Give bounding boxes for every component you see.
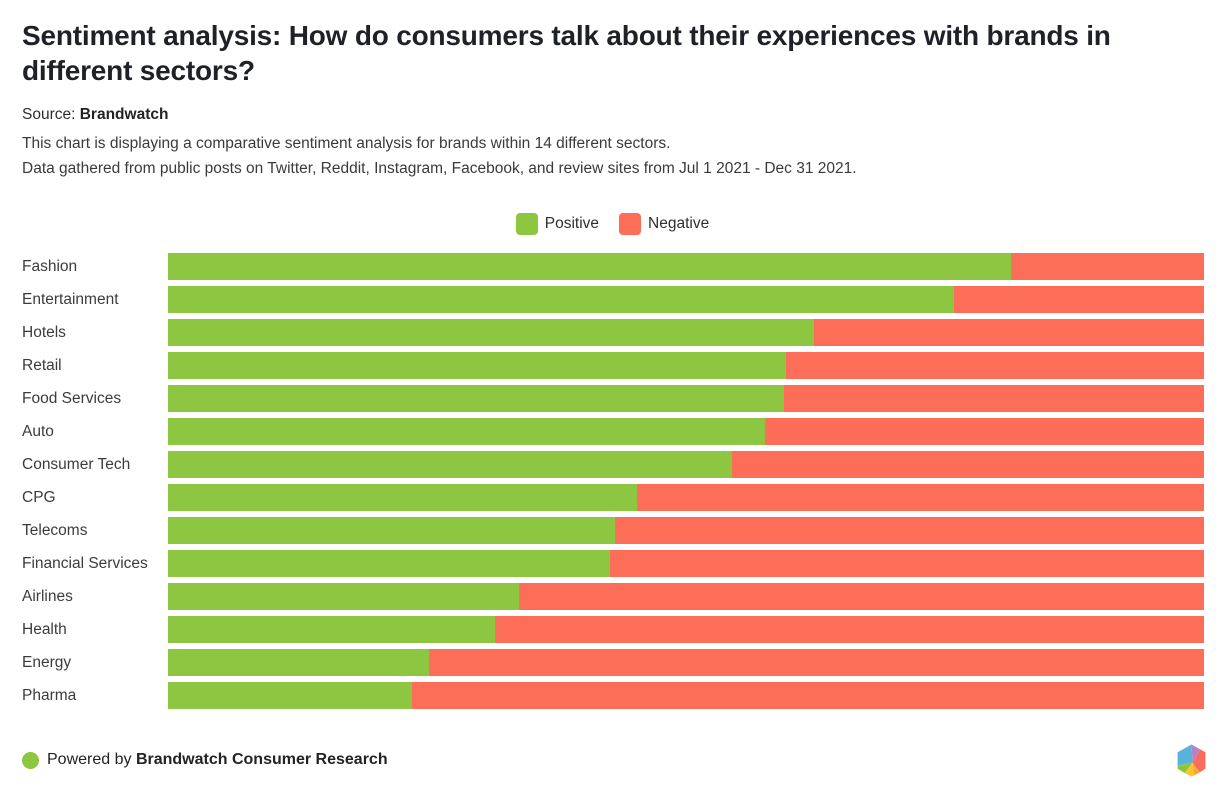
negative-bar-segment[interactable] (1011, 253, 1204, 280)
chart-row: Consumer Tech (0, 451, 1225, 478)
chart-row: Food Services (0, 385, 1225, 412)
stacked-bar (168, 352, 1204, 379)
stacked-bar (168, 451, 1204, 478)
stacked-bar (168, 319, 1204, 346)
negative-bar-segment[interactable] (637, 484, 1204, 511)
negative-bar-segment[interactable] (954, 286, 1204, 313)
row-label: Auto (22, 423, 54, 440)
positive-bar-segment[interactable] (168, 352, 787, 379)
stacked-bar (168, 616, 1204, 643)
negative-bar-segment[interactable] (764, 418, 1204, 445)
positive-bar-segment[interactable] (168, 319, 815, 346)
row-label: CPG (22, 489, 56, 506)
negative-bar-segment[interactable] (614, 517, 1204, 544)
stacked-bar (168, 484, 1204, 511)
positive-bar-segment[interactable] (168, 484, 638, 511)
stacked-bar (168, 550, 1204, 577)
chart-row: CPG (0, 484, 1225, 511)
powered-by-name: Brandwatch Consumer Research (135, 751, 388, 768)
row-label: Food Services (22, 390, 122, 407)
legend-swatch-icon (515, 213, 538, 235)
positive-bar-segment[interactable] (168, 550, 611, 577)
legend: Positive Negative (0, 213, 1225, 235)
positive-bar-segment[interactable] (168, 682, 413, 709)
chart-row: Pharma (0, 682, 1225, 709)
row-label: Entertainment (22, 291, 119, 308)
positive-bar-segment[interactable] (168, 517, 615, 544)
chart-row: Energy (0, 649, 1225, 676)
chart-row: Auto (0, 418, 1225, 445)
negative-bar-segment[interactable] (786, 352, 1204, 379)
row-label: Consumer Tech (22, 456, 131, 473)
row-label: Health (22, 621, 67, 638)
positive-bar-segment[interactable] (168, 649, 430, 676)
brandwatch-logo-icon (1177, 744, 1206, 777)
row-label: Telecoms (22, 522, 88, 539)
chart-row: Financial Services (0, 550, 1225, 577)
chart-rows: Fashion Entertainment Hotels Retail Food Ser… (0, 253, 1225, 709)
stacked-bar (168, 418, 1204, 445)
negative-bar-segment[interactable] (412, 682, 1204, 709)
description-line-1: This chart is displaying a comparative s… (22, 135, 671, 152)
stacked-bar (168, 385, 1204, 412)
chart-row: Health (0, 616, 1225, 643)
powered-by-dot-icon (22, 751, 39, 769)
row-label: Pharma (22, 687, 77, 704)
positive-bar-segment[interactable] (168, 583, 520, 610)
positive-bar-segment[interactable] (168, 418, 765, 445)
chart-row: Airlines (0, 583, 1225, 610)
powered-by-prefix: Powered by (47, 751, 132, 768)
page-title: Sentiment analysis: How do consumers tal… (22, 20, 1111, 86)
powered-by-text: Powered by Brandwatch Consumer Research (47, 751, 388, 769)
negative-bar-segment[interactable] (519, 583, 1204, 610)
positive-bar-segment[interactable] (168, 616, 496, 643)
stacked-bar (168, 517, 1204, 544)
row-label: Airlines (22, 588, 73, 605)
description-line-2: Data gathered from public posts on Twitt… (22, 160, 857, 177)
positive-bar-segment[interactable] (168, 451, 732, 478)
chart-row: Hotels (0, 319, 1225, 346)
powered-by-footer: Powered by Brandwatch Consumer Research (22, 751, 388, 769)
row-label: Fashion (22, 258, 78, 275)
chart-row: Fashion (0, 253, 1225, 280)
negative-bar-segment[interactable] (429, 649, 1204, 676)
chart-row: Entertainment (0, 286, 1225, 313)
negative-bar-segment[interactable] (784, 385, 1204, 412)
stacked-bar (168, 682, 1204, 709)
source-line: Source: Brandwatch (22, 106, 168, 124)
legend-item-negative[interactable]: Negative (619, 213, 709, 235)
stacked-bar (168, 286, 1204, 313)
stacked-bar (168, 253, 1204, 280)
legend-swatch-icon (619, 213, 642, 235)
row-label: Energy (22, 654, 72, 671)
positive-bar-segment[interactable] (168, 385, 785, 412)
row-label: Financial Services (22, 555, 148, 572)
chart-description: This chart is displaying a comparative s… (22, 131, 857, 181)
source-name: Brandwatch (79, 106, 169, 123)
stacked-bar (168, 583, 1204, 610)
legend-item-positive[interactable]: Positive (515, 213, 600, 235)
sentiment-bar-chart: Fashion Entertainment Hotels Retail Food Ser… (0, 253, 1225, 715)
negative-bar-segment[interactable] (610, 550, 1204, 577)
negative-bar-segment[interactable] (731, 451, 1204, 478)
source-label: Source: (22, 106, 76, 123)
positive-bar-segment[interactable] (168, 253, 1012, 280)
chart-row: Retail (0, 352, 1225, 379)
stacked-bar (168, 649, 1204, 676)
negative-bar-segment[interactable] (495, 616, 1204, 643)
legend-label: Negative (648, 215, 710, 232)
positive-bar-segment[interactable] (168, 286, 955, 313)
legend-label: Positive (544, 215, 600, 232)
row-label: Hotels (22, 324, 66, 341)
row-label: Retail (22, 357, 62, 374)
negative-bar-segment[interactable] (814, 319, 1204, 346)
chart-row: Telecoms (0, 517, 1225, 544)
